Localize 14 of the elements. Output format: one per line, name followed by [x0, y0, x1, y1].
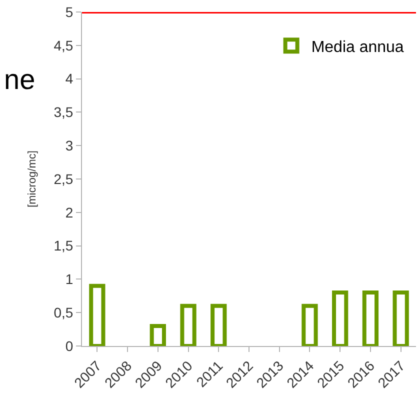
y-tick-label: 2: [65, 204, 74, 220]
y-tick-label: 3: [65, 138, 74, 154]
y-axis-title: [microg/mc]: [26, 150, 38, 208]
legend-label: Media annua: [311, 38, 404, 56]
y-tick-label: 4,5: [54, 37, 74, 54]
y-tick-label: 2,5: [54, 170, 74, 187]
y-tick-label: 3,5: [54, 104, 74, 120]
y-tick-label: 0: [65, 338, 74, 354]
text: ne: [4, 64, 36, 95]
y-tick-label: 0,5: [54, 304, 74, 320]
y-tick-label: 1: [65, 271, 74, 288]
y-tick-label: 5: [65, 4, 74, 20]
y-tick-label: 4: [65, 70, 74, 87]
y-tick-label: 1,5: [54, 238, 74, 254]
